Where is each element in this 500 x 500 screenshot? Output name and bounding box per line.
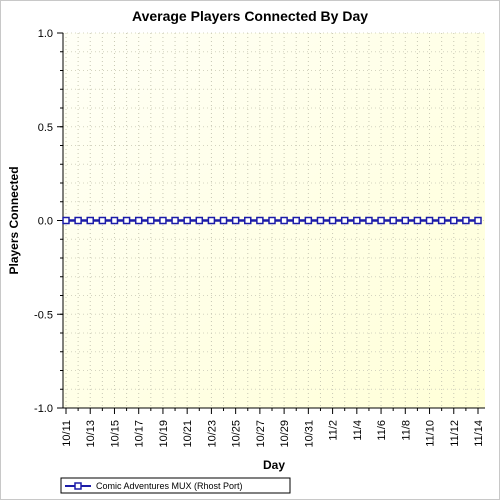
data-point	[244, 216, 252, 225]
gridlines	[63, 32, 485, 409]
x-tick-label: 10/31	[303, 420, 315, 448]
x-tick-label: 10/21	[182, 420, 194, 448]
data-point	[328, 216, 337, 225]
x-tick-label: 10/27	[255, 420, 267, 448]
data-point	[425, 216, 434, 225]
legend-box	[60, 477, 291, 494]
x-tick-label: 10/25	[231, 420, 243, 448]
data-point	[389, 216, 397, 225]
x-tick-label: 11/6	[376, 420, 388, 441]
series-layer	[62, 216, 482, 225]
data-point	[256, 216, 264, 225]
data-point	[62, 216, 70, 225]
data-point	[292, 216, 300, 225]
data-point	[183, 216, 191, 225]
x-tick-label: 10/11	[61, 420, 73, 447]
x-tick-label: 10/23	[206, 420, 218, 448]
x-tick-label: 11/10	[425, 420, 437, 447]
data-point	[340, 216, 349, 225]
data-point	[147, 216, 155, 225]
x-tick-label: 11/14	[473, 420, 485, 447]
x-tick-label: 10/29	[279, 420, 291, 448]
y-tick-label: 0.0	[38, 216, 53, 228]
x-axis-label: Day	[263, 458, 285, 472]
data-point	[304, 216, 313, 225]
data-point	[377, 216, 385, 225]
data-point	[413, 216, 422, 225]
data-point	[171, 216, 179, 225]
data-point	[74, 216, 82, 225]
x-tick-label: 11/2	[328, 420, 340, 441]
y-tick-label: 0.5	[38, 122, 53, 134]
data-point	[195, 216, 204, 225]
data-point	[353, 216, 361, 225]
data-point	[110, 216, 119, 225]
x-tick-label: 10/19	[158, 420, 170, 448]
data-point	[219, 216, 228, 225]
chart-title: Average Players Connected By Day	[131, 8, 369, 24]
legend-swatch-marker	[74, 482, 82, 490]
data-point	[122, 216, 131, 225]
x-tick-label: 10/17	[134, 420, 146, 448]
x-tick-label: 10/13	[85, 420, 97, 448]
x-tick-label: 11/4	[352, 420, 364, 441]
data-point	[401, 216, 410, 225]
y-axis-label: Players Connected	[7, 166, 21, 274]
tick-labels: 1.0 0.5 0.0 -0.5 -1.0 10/11 10/13 10/15 10/17 10/…	[34, 28, 485, 448]
x-tick-label: 10/15	[109, 420, 121, 448]
data-point	[450, 216, 458, 225]
data-point	[437, 216, 446, 225]
x-tick-label: 11/8	[400, 420, 412, 441]
data-point	[207, 216, 216, 225]
data-point	[159, 216, 167, 225]
legend: Comic Adventures MUX (Rhost Port)	[60, 477, 291, 494]
data-point	[316, 216, 325, 225]
legend-entry-label: Comic Adventures MUX (Rhost Port)	[96, 481, 243, 491]
data-point	[134, 216, 143, 225]
data-point	[231, 216, 240, 225]
data-point	[474, 216, 482, 225]
y-tick-label: 1.0	[38, 28, 53, 40]
y-tick-label: -1.0	[34, 403, 53, 415]
data-point	[268, 216, 276, 225]
data-point	[462, 216, 470, 225]
data-point	[365, 216, 373, 225]
x-tick-label: 11/12	[449, 420, 461, 447]
data-point	[280, 216, 288, 225]
data-point	[86, 216, 94, 225]
data-point	[98, 216, 107, 225]
y-tick-label: -0.5	[34, 309, 53, 321]
